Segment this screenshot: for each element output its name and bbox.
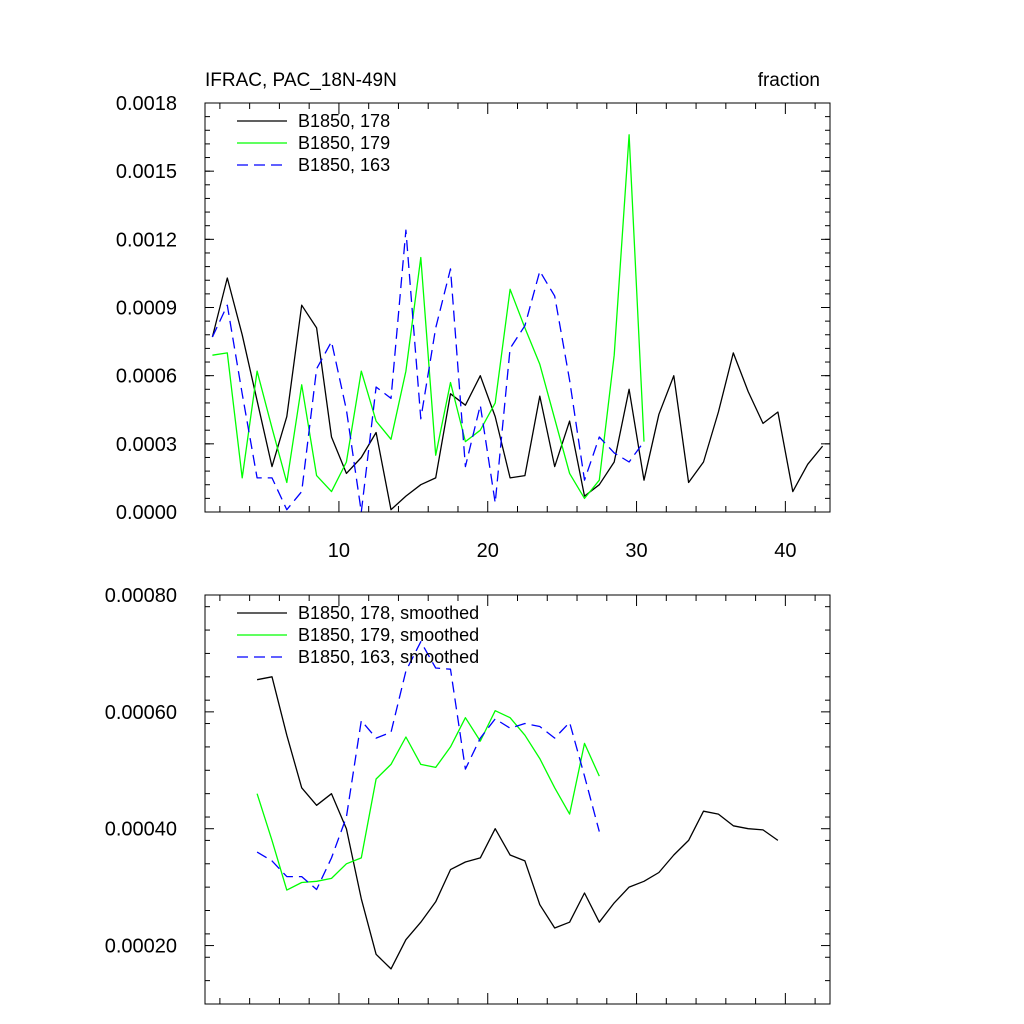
legend-label: B1850, 163, smoothed <box>298 647 479 667</box>
legend-label: B1850, 179 <box>298 133 390 153</box>
legend-label: B1850, 178 <box>298 111 390 131</box>
y-tick-label: 0.0018 <box>116 93 177 115</box>
series-line-2 <box>256 710 600 891</box>
y-tick-labels: 0.0000 0.0003 0.0006 0.0009 0.0012 0.0015 0.00… <box>116 93 177 524</box>
y-tick-label: 0.0009 <box>116 298 177 320</box>
series-lines <box>211 134 824 513</box>
series-lines <box>256 641 779 970</box>
top-panel: IFRAC, PAC_18N-49N fraction 0.0000 0.0003… <box>116 70 831 562</box>
y-tick-label: 0.00080 <box>105 585 177 607</box>
panel-title: IFRAC, PAC_18N-49N <box>205 70 397 91</box>
units-label: fraction <box>758 70 820 91</box>
y-tick-label: 0.0015 <box>116 161 177 183</box>
axis-ticks <box>205 594 830 1005</box>
x-tick-labels: 10 20 30 40 <box>328 540 797 562</box>
x-tick-label: 20 <box>477 540 499 562</box>
y-tick-label: 0.00020 <box>105 936 177 958</box>
legend-label: B1850, 163 <box>298 155 390 175</box>
series-line-3 <box>211 229 645 513</box>
y-tick-label: 0.00060 <box>105 702 177 724</box>
y-tick-label: 0.0000 <box>116 502 177 524</box>
y-tick-label: 0.0006 <box>116 366 177 388</box>
series-line-1 <box>211 277 824 511</box>
x-tick-label: 10 <box>328 540 350 562</box>
y-tick-label: 0.0003 <box>116 434 177 456</box>
axis-ticks <box>205 102 830 513</box>
legend-label: B1850, 179, smoothed <box>298 625 479 645</box>
x-tick-label: 40 <box>774 540 796 562</box>
series-line-2 <box>212 134 645 500</box>
y-tick-labels: 0.00020 0.00040 0.00060 0.00080 <box>105 585 177 958</box>
y-tick-label: 0.00040 <box>105 819 177 841</box>
series-line-3 <box>256 641 600 891</box>
y-tick-label: 0.0012 <box>116 229 177 251</box>
series-line-1 <box>256 676 779 970</box>
legend-label: B1850, 178, smoothed <box>298 603 479 623</box>
x-tick-label: 30 <box>625 540 647 562</box>
bottom-panel: 0.00020 0.00040 0.00060 0.00080 B1850, 178,… <box>105 585 831 1005</box>
